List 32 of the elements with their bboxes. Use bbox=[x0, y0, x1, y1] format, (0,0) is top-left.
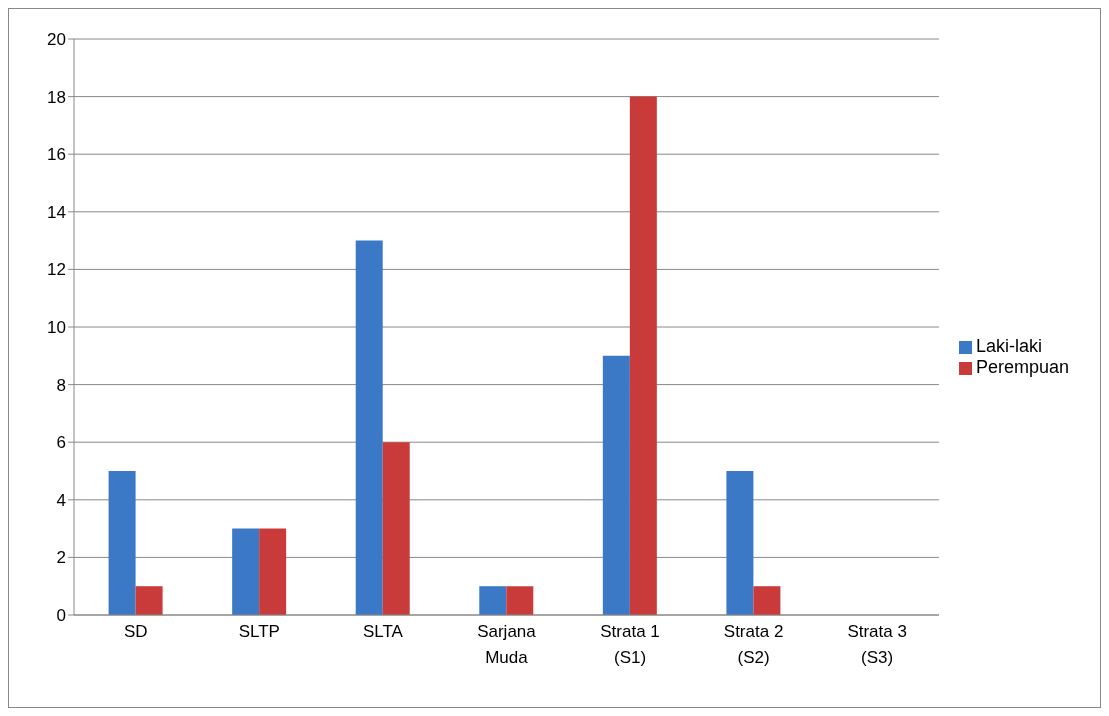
x-tick-label: SD bbox=[123, 622, 148, 641]
bar bbox=[726, 471, 754, 615]
y-tick-label: 14 bbox=[47, 202, 66, 222]
y-tick-label: 20 bbox=[47, 30, 66, 50]
bar bbox=[108, 471, 136, 615]
bar bbox=[232, 528, 260, 615]
bar bbox=[602, 355, 630, 615]
y-tick-label: 8 bbox=[56, 375, 66, 395]
bar bbox=[135, 586, 163, 615]
x-tick-label: Strata 1 (S1) bbox=[600, 622, 660, 667]
x-tick-label: Sarjana Muda bbox=[477, 622, 537, 667]
bar bbox=[506, 586, 534, 615]
bar bbox=[753, 586, 781, 615]
bar bbox=[479, 586, 507, 615]
y-tick-label: 4 bbox=[56, 490, 66, 510]
y-tick-label: 10 bbox=[47, 318, 66, 338]
bar bbox=[259, 528, 287, 615]
x-tick-label: SLTA bbox=[362, 622, 404, 641]
bar bbox=[382, 442, 410, 615]
x-tick-label: SLTP bbox=[238, 622, 280, 641]
y-tick-label: 2 bbox=[56, 548, 66, 568]
bar bbox=[355, 240, 383, 615]
y-tick-label: 12 bbox=[47, 260, 66, 280]
x-tick-label: Strata 3 (S3) bbox=[847, 622, 907, 667]
legend-label: Perempuan bbox=[975, 357, 1069, 377]
x-tick-label: Strata 2 (S2) bbox=[723, 622, 784, 667]
y-tick-label: 6 bbox=[56, 433, 66, 453]
bar bbox=[629, 96, 657, 615]
y-tick-label: 0 bbox=[56, 606, 66, 626]
y-tick-label: 16 bbox=[47, 145, 66, 165]
legend-label: Laki-laki bbox=[975, 336, 1042, 356]
y-tick-label: 18 bbox=[47, 87, 66, 107]
